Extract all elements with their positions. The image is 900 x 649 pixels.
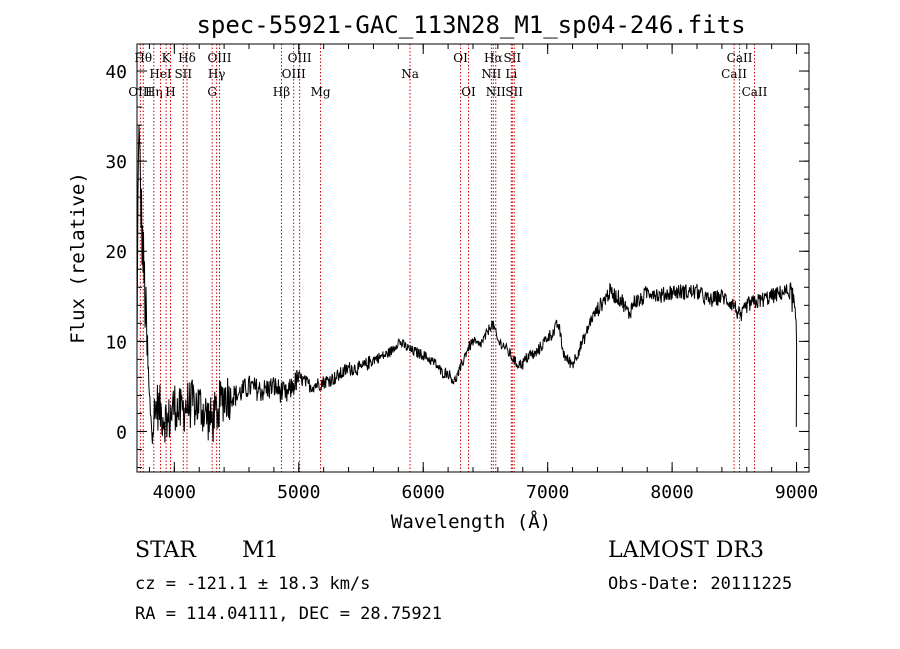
y-tick-label: 30 <box>105 152 127 173</box>
spectral-line-label: H <box>165 85 175 99</box>
y-axis-label: Flux (relative) <box>67 172 89 344</box>
chart-title: spec-55921-GAC_113N28_M1_sp04-246.fits <box>196 11 745 39</box>
y-tick-label: 20 <box>105 242 127 263</box>
spectral-line-label: NII <box>486 85 506 99</box>
spectral-line-label: OIII <box>207 51 231 65</box>
spectral-line-markers: OIII Hθ Hη HeI K H SII Hδ G Hγ OIII Hβ OIII OIII Mg Na O… <box>128 44 768 472</box>
spectral-line-label: SII <box>503 51 521 65</box>
spectrum-chart: spec-55921-GAC_113N28_M1_sp04-246.fits O… <box>67 11 818 533</box>
spectral-line-label: SII <box>505 85 523 99</box>
spectral-line-label: Hγ <box>208 67 226 81</box>
spectral-line-label: OIII <box>282 67 306 81</box>
spectral-line-label: Hα <box>484 51 503 65</box>
spectral-line-label: Hθ <box>134 51 152 65</box>
spectral-line-label: CaII <box>721 67 747 81</box>
spectral-line-label: Hη <box>145 85 163 99</box>
x-tick-label: 9000 <box>775 482 818 503</box>
redshift-velocity: cz = -121.1 ± 18.3 km/s <box>135 574 371 594</box>
y-tick-label: 10 <box>105 332 127 353</box>
observation-date: Obs-Date: 20111225 <box>608 574 793 594</box>
axes: 4000 5000 6000 7000 8000 9000 0 10 20 30 40 <box>105 44 818 503</box>
y-tick-label: 40 <box>105 62 127 83</box>
spectral-line-label: Li <box>505 67 517 81</box>
spectral-line-label: OI <box>461 85 476 99</box>
plot-frame <box>136 43 810 473</box>
spectrum-line <box>136 124 798 444</box>
x-tick-label: 8000 <box>650 482 693 503</box>
x-tick-label: 4000 <box>153 482 196 503</box>
spectral-line-label: CaII <box>742 85 768 99</box>
spectral-line-label: HeI <box>149 67 172 81</box>
spectral-line-label: G <box>207 85 217 99</box>
survey-name: LAMOST DR3 <box>608 538 764 563</box>
spectral-line-label: NII <box>481 67 501 81</box>
object-class: STAR <box>135 538 196 563</box>
spectral-line-label: K <box>162 51 172 65</box>
x-tick-label: 6000 <box>402 482 445 503</box>
x-axis-label: Wavelength (Å) <box>391 510 551 533</box>
spectral-line-label: OIII <box>288 51 312 65</box>
coordinates: RA = 114.04111, DEC = 28.75921 <box>135 604 443 624</box>
spectral-line-label: Na <box>401 67 419 81</box>
spectral-line-label: Hδ <box>178 51 196 65</box>
spectral-line-label: SII <box>174 67 192 81</box>
x-tick-label: 5000 <box>277 482 320 503</box>
spectral-line-label: OIII <box>128 85 152 99</box>
spectral-line-label: Mg <box>311 85 331 99</box>
spectral-line-label: Hβ <box>273 85 290 99</box>
x-tick-label: 7000 <box>526 482 569 503</box>
y-tick-label: 0 <box>116 422 127 443</box>
object-subclass: M1 <box>242 538 279 563</box>
spectral-line-label: OI <box>453 51 468 65</box>
spectral-line-label: CaII <box>727 51 753 65</box>
